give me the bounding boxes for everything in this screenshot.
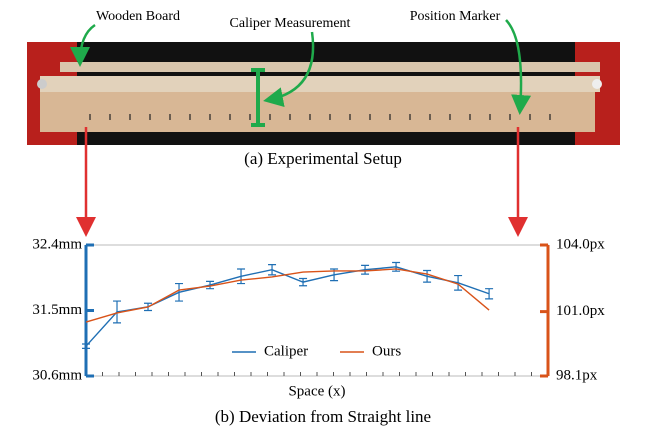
annotation-arrows [70,19,532,237]
y-tick-label: 31.5mm [32,302,82,318]
series-line [85,266,490,347]
annotation: Position Marker [410,9,501,24]
x-axis-label: Space (x) [288,383,345,399]
y2-tick-label: 98.1px [556,367,598,383]
error-bar [299,277,308,287]
error-bar [454,274,463,291]
error-bar [113,300,122,324]
annotation: Wooden Board [96,9,180,24]
error-bar [423,269,432,283]
legend-label: Caliper [264,343,308,359]
error-bar [237,268,246,285]
error-bar [361,264,370,275]
caption: (a) Experimental Setup [244,149,402,168]
error-bar [82,343,90,349]
error-bar [175,282,184,302]
y2-tick-label: 101.0px [556,303,605,319]
error-bar [392,261,401,272]
y2-tick-label: 104.0px [556,236,605,252]
setup-photo [27,42,620,145]
series-line [85,268,490,323]
y-tick-label: 30.6mm [32,367,82,383]
plot-frame [85,244,549,377]
error-bar [206,280,215,290]
y-tick-label: 32.4mm [32,236,82,252]
legend-label: Ours [372,343,401,359]
caption: (b) Deviation from Straight line [215,407,431,426]
error-bar [268,264,277,276]
annotation: Caliper Measurement [230,16,351,31]
error-bar [485,288,494,300]
